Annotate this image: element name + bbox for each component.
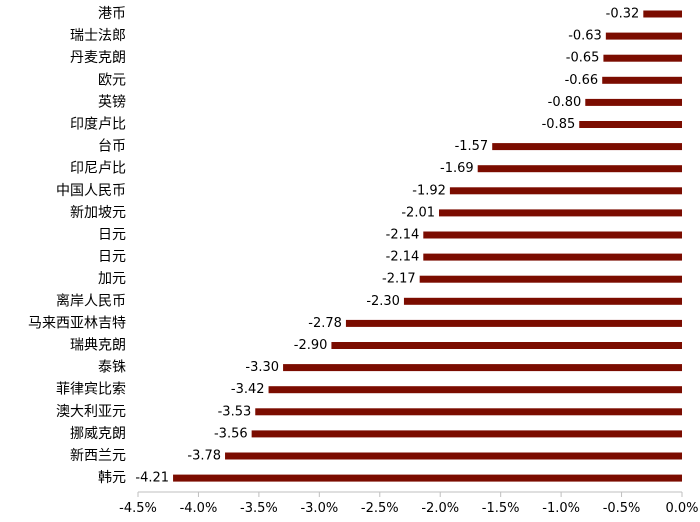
category-label: 日元 — [98, 227, 126, 243]
bar — [345, 319, 682, 327]
value-labels: -0.32 -0.63 -0.65 -0.66 -0.80 -0.85 -1.57 -1.69… — [135, 7, 639, 486]
x-axis-ticks: -4.5% -4.0% -3.5% -3.0% -2.5% -2.0% -1.5% -1.0%… — [119, 492, 699, 516]
x-tick-label: -1.5% — [482, 501, 520, 516]
bar — [643, 10, 682, 18]
x-tick-label: -0.5% — [603, 501, 641, 516]
bar — [331, 342, 682, 349]
bar — [419, 275, 682, 283]
value-label: -0.80 — [548, 95, 582, 110]
value-label: -2.17 — [382, 272, 416, 287]
value-label: -3.53 — [218, 404, 252, 419]
bar — [603, 54, 682, 62]
category-label: 瑞典克朗 — [70, 338, 126, 354]
category-label: 台币 — [98, 139, 126, 155]
bar — [225, 452, 683, 460]
bar — [492, 143, 682, 151]
bar — [605, 32, 682, 40]
bar — [255, 408, 683, 416]
value-label: -0.32 — [606, 7, 640, 22]
category-label: 加元 — [98, 271, 126, 287]
x-tick-label: -2.0% — [421, 501, 459, 516]
category-label: 印度卢比 — [70, 117, 126, 133]
bar — [449, 187, 682, 195]
category-label: 日元 — [98, 249, 126, 265]
value-label: -3.78 — [187, 449, 221, 464]
value-label: -0.63 — [568, 29, 602, 44]
value-label: -2.90 — [294, 338, 328, 353]
value-label: -2.01 — [401, 205, 435, 220]
bar — [579, 121, 682, 128]
value-label: -2.14 — [386, 250, 420, 265]
category-label: 港币 — [98, 6, 126, 22]
value-label: -3.56 — [214, 426, 248, 441]
value-label: -2.30 — [366, 294, 400, 309]
category-label: 欧元 — [98, 72, 126, 88]
category-label: 澳大利亚元 — [56, 404, 126, 420]
value-label: -0.66 — [565, 73, 599, 88]
value-label: -3.42 — [231, 382, 265, 397]
category-label: 印尼卢比 — [70, 161, 126, 177]
category-labels: 港币瑞士法郎丹麦克朗欧元英镑印度卢比台币印尼卢比中国人民币新加坡元日元日元加元离… — [28, 6, 126, 486]
category-label: 新西兰元 — [70, 448, 126, 464]
value-label: -1.57 — [455, 139, 489, 154]
category-label: 瑞士法郎 — [70, 28, 126, 44]
category-label: 马来西亚林吉特 — [28, 315, 126, 331]
x-tick-label: 0.0% — [665, 501, 698, 516]
value-label: -4.21 — [135, 471, 169, 486]
value-label: -1.69 — [440, 161, 474, 176]
bar — [439, 209, 682, 217]
x-tick-label: -3.0% — [300, 501, 338, 516]
value-label: -0.85 — [542, 117, 576, 132]
category-label: 离岸人民币 — [56, 292, 126, 309]
bar — [423, 253, 682, 261]
x-tick-label: -3.5% — [240, 501, 278, 516]
bar — [477, 165, 682, 173]
bar — [173, 474, 682, 482]
bar — [251, 430, 682, 438]
category-label: 挪威克朗 — [70, 426, 126, 442]
x-tick-label: -4.0% — [180, 501, 218, 516]
bars-group — [173, 10, 683, 482]
value-label: -0.65 — [566, 51, 600, 66]
category-label: 韩元 — [98, 470, 126, 486]
category-label: 英镑 — [98, 93, 126, 110]
value-label: -2.78 — [308, 316, 342, 331]
category-label: 丹麦克朗 — [70, 50, 126, 66]
x-tick-label: -2.5% — [361, 501, 399, 516]
category-label: 菲律宾比索 — [56, 381, 126, 398]
value-label: -1.92 — [412, 183, 446, 198]
bar — [602, 76, 682, 84]
x-tick-label: -1.0% — [542, 501, 580, 516]
bar — [423, 231, 682, 239]
category-label: 泰铢 — [98, 360, 126, 376]
category-label: 新加坡元 — [70, 205, 126, 221]
bar — [403, 297, 682, 305]
bar — [283, 364, 682, 372]
bar — [268, 386, 682, 394]
bar — [585, 98, 682, 106]
x-tick-label: -4.5% — [119, 501, 157, 516]
value-label: -3.30 — [245, 360, 279, 375]
value-label: -2.14 — [386, 228, 420, 243]
category-label: 中国人民币 — [56, 183, 126, 199]
